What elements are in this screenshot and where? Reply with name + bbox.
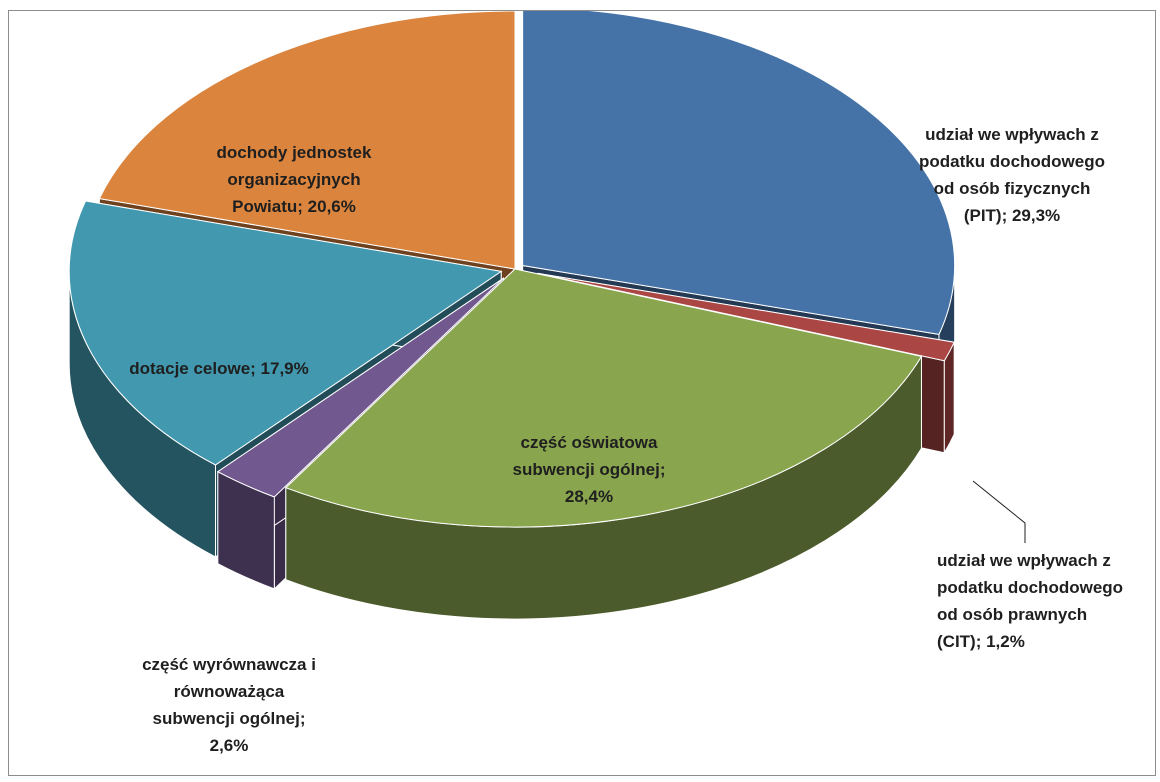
data-label-dotacje: dotacje celowe; 17,9% bbox=[129, 359, 309, 378]
chart-area: udział we wpływach z podatku dochodowego… bbox=[8, 10, 1156, 776]
data-label-dochody: dochody jednostek organizacyjnych Powiat… bbox=[216, 143, 372, 216]
data-label-wyrownawcza: część wyrównawcza i równoważąca subwencj… bbox=[142, 655, 316, 755]
data-label-pit: udział we wpływach z podatku dochodowego… bbox=[918, 125, 1106, 225]
pie-slice-oswiatowa bbox=[284, 267, 923, 620]
data-label-oswiatowa: część oświatowa subwencji ogólnej; 28,4% bbox=[512, 433, 666, 506]
leader-line-cit bbox=[972, 480, 1026, 543]
pie-chart bbox=[68, 11, 1026, 620]
data-label-cit: udział we wpływach z podatku dochodowego… bbox=[937, 551, 1124, 651]
